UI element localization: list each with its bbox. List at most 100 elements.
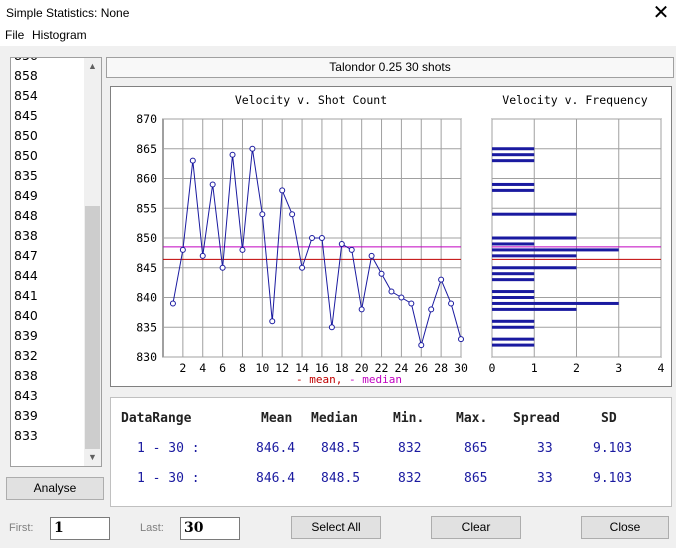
stats-value: 9.103	[593, 471, 633, 486]
hist-bar	[492, 242, 535, 246]
list-item[interactable]: 840	[14, 308, 38, 323]
velocity-point	[209, 181, 216, 188]
line-xtick-label: 10	[255, 361, 269, 375]
hist-bar	[492, 147, 535, 151]
hist-bar	[492, 188, 535, 192]
stats-header: Min.	[393, 411, 425, 426]
hist-bar	[492, 266, 577, 270]
stats-value: 832	[398, 441, 422, 456]
list-item[interactable]: 833	[14, 428, 38, 443]
hist-bar	[492, 301, 619, 305]
hist-bar	[492, 278, 535, 282]
list-item[interactable]: 845	[14, 108, 38, 123]
velocity-point	[269, 318, 276, 325]
line-xtick-label: 20	[355, 361, 369, 375]
velocity-point	[219, 264, 226, 271]
list-item[interactable]: 838	[14, 368, 38, 383]
line-xtick-label: 26	[414, 361, 428, 375]
graph-panel: Velocity v. Shot Count Velocity v. Frequ…	[110, 86, 672, 387]
line-ytick-label: 850	[136, 231, 157, 245]
list-item[interactable]: 858	[14, 68, 38, 83]
velocity-point	[368, 252, 375, 259]
list-item[interactable]: 848	[14, 208, 38, 223]
stats-value: 1 - 30 :	[137, 441, 200, 456]
line-xtick-label: 14	[295, 361, 309, 375]
analyse-button[interactable]: Analyse	[6, 477, 104, 500]
title-bar: Simple Statistics: None ✕	[0, 0, 676, 27]
line-xtick-label: 4	[199, 361, 206, 375]
list-item-partial: 856	[14, 58, 38, 66]
menu-file[interactable]: File	[5, 28, 25, 42]
scroll-thumb[interactable]	[85, 206, 100, 449]
line-xtick-label: 28	[434, 361, 448, 375]
stats-value: 865	[464, 441, 488, 456]
shot-list-items: 856 858 854 845 850 850 835 849 848 838 847 844 841…	[14, 58, 38, 446]
list-item[interactable]: 839	[14, 408, 38, 423]
clear-button[interactable]: Clear	[431, 516, 521, 539]
close-button[interactable]: Close	[581, 516, 669, 539]
hist-xtick-label: 1	[531, 361, 538, 375]
line-xtick-label: 16	[315, 361, 329, 375]
shot-list[interactable]: 856 858 854 845 850 850 835 849 848 838 847 844 841…	[10, 57, 102, 467]
legend-mean: - mean	[296, 373, 336, 386]
hist-xtick-label: 4	[658, 361, 665, 375]
scroll-up-icon[interactable]: ▲	[88, 61, 97, 71]
first-label: First:	[9, 522, 34, 534]
list-item[interactable]: 850	[14, 128, 38, 143]
velocity-point	[448, 300, 455, 307]
hist-bar	[492, 307, 577, 311]
hist-bar	[492, 248, 619, 252]
list-item[interactable]: 839	[14, 328, 38, 343]
stats-header: Spread	[513, 411, 560, 426]
velocity-point	[249, 145, 256, 152]
hist-bar	[492, 212, 577, 216]
line-ytick-label: 870	[136, 112, 157, 126]
line-xtick-label: 6	[219, 361, 226, 375]
line-ytick-label: 840	[136, 291, 157, 305]
select-all-button[interactable]: Select All	[291, 516, 381, 539]
list-item[interactable]: 832	[14, 348, 38, 363]
hist-bar	[492, 325, 535, 329]
window-title: Simple Statistics: None	[6, 6, 130, 20]
list-item[interactable]: 843	[14, 388, 38, 403]
hist-bar	[492, 182, 535, 186]
list-item[interactable]: 854	[14, 88, 38, 103]
list-item[interactable]: 847	[14, 248, 38, 263]
velocity-point	[458, 336, 464, 343]
hist-bar	[492, 159, 535, 163]
hist-bar	[492, 236, 577, 240]
list-item[interactable]: 835	[14, 168, 38, 183]
hist-bar	[492, 319, 535, 323]
menu-histogram[interactable]: Histogram	[32, 28, 87, 42]
velocity-point	[328, 324, 335, 331]
list-scrollbar[interactable]: ▲ ▼	[84, 58, 101, 466]
last-input[interactable]: 30	[180, 517, 240, 540]
velocity-point	[199, 252, 206, 259]
hist-bar	[492, 153, 535, 157]
velocity-point	[358, 306, 365, 313]
velocity-point	[438, 276, 445, 283]
line-ytick-label: 830	[136, 350, 157, 364]
stats-header: Max.	[456, 411, 488, 426]
stats-value: 846.4	[256, 471, 296, 486]
graph-title: Talondor 0.25 30 shots	[106, 57, 674, 78]
list-item[interactable]: 849	[14, 188, 38, 203]
legend-median: - median	[349, 373, 402, 386]
hist-bar	[492, 337, 535, 341]
line-xtick-label: 24	[394, 361, 408, 375]
line-chart-title: Velocity v. Shot Count	[235, 93, 387, 107]
window-close-icon[interactable]: ✕	[652, 2, 670, 24]
velocity-point	[179, 246, 186, 253]
list-item[interactable]: 844	[14, 268, 38, 283]
scroll-down-icon[interactable]: ▼	[88, 452, 97, 462]
list-item[interactable]: 841	[14, 288, 38, 303]
velocity-point	[259, 211, 266, 218]
velocity-point	[388, 288, 395, 295]
stats-value: 33	[537, 471, 553, 486]
list-item[interactable]: 838	[14, 228, 38, 243]
stats-value: 9.103	[593, 441, 633, 456]
stats-header: Median	[311, 411, 358, 426]
list-item[interactable]: 850	[14, 148, 38, 163]
first-input[interactable]: 1	[50, 517, 110, 540]
velocity-point	[239, 246, 246, 253]
